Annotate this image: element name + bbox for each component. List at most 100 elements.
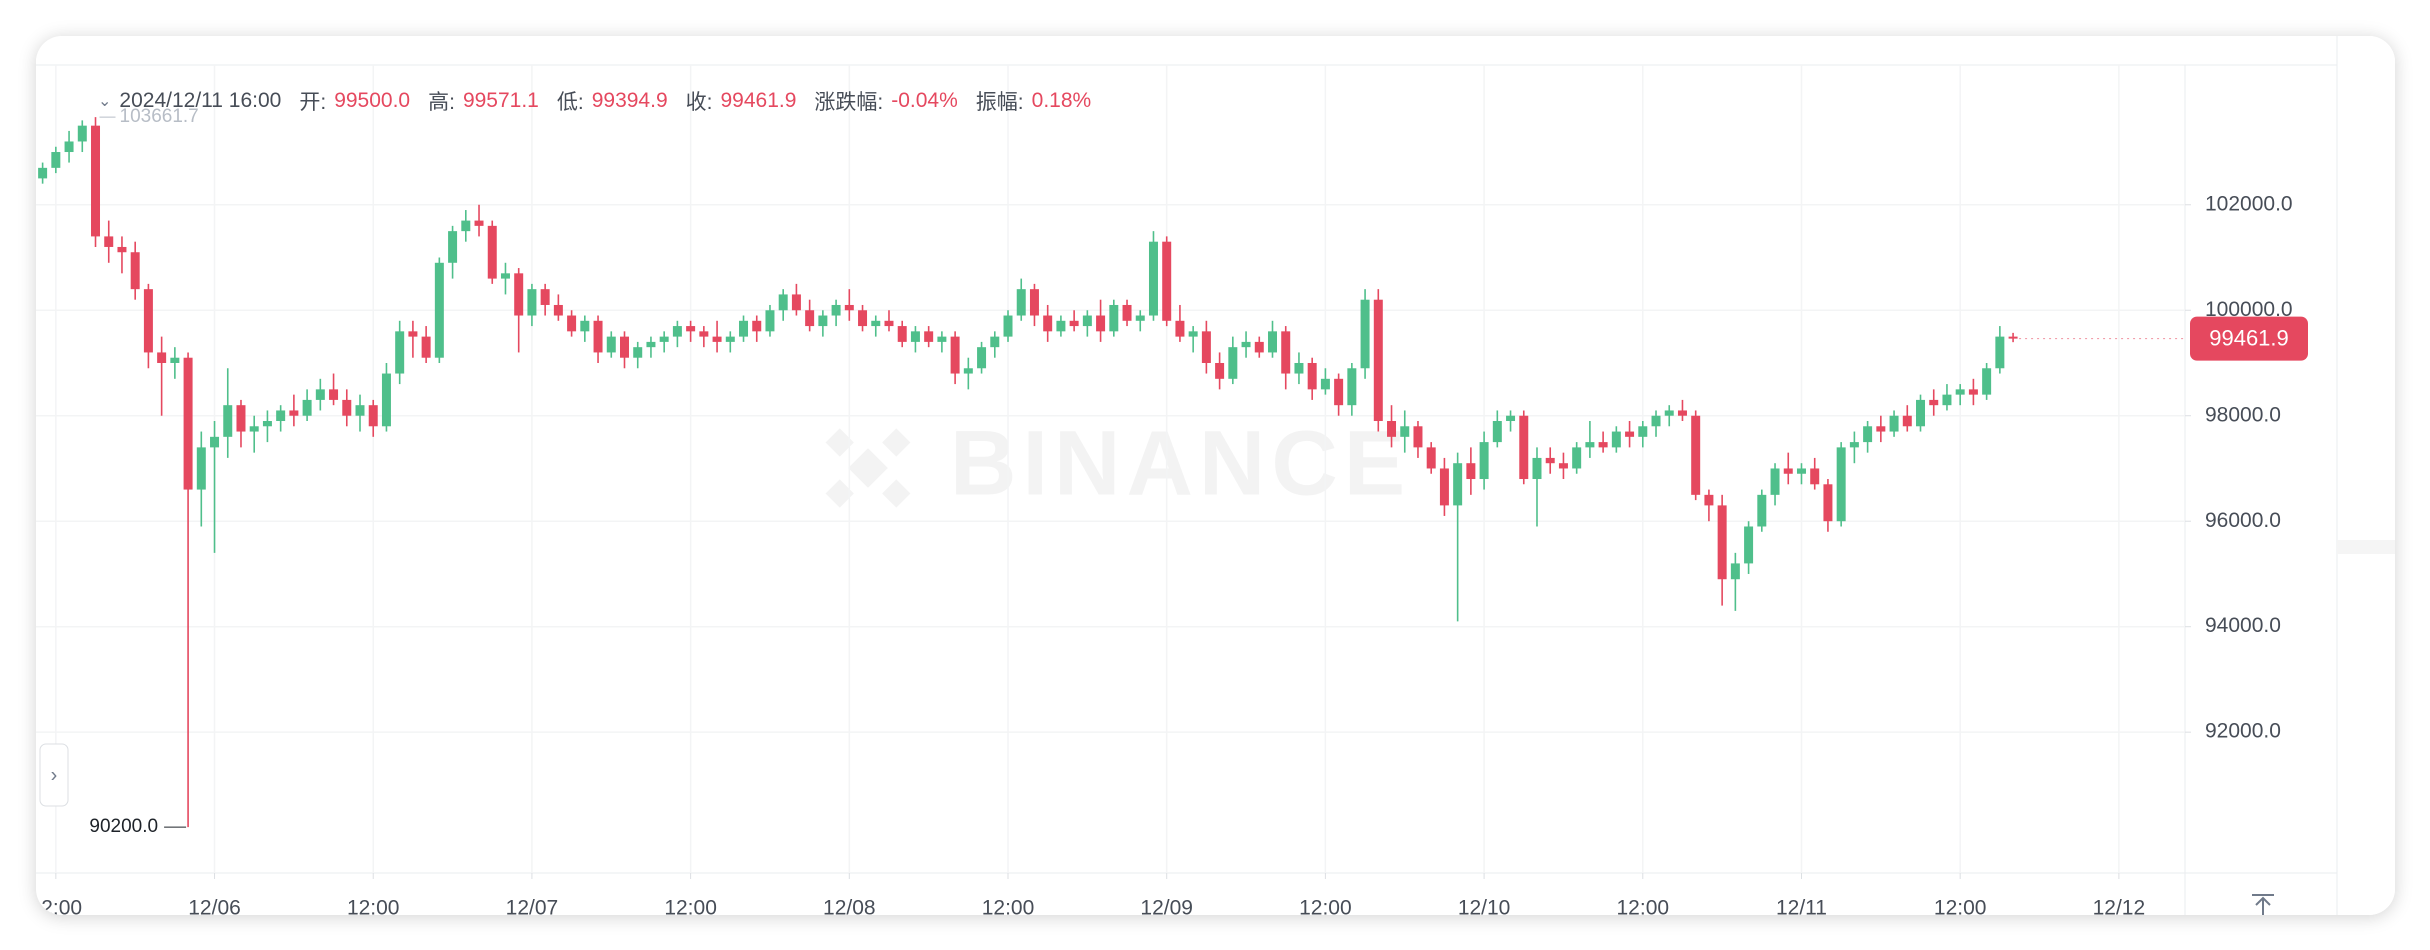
candle-body [1691, 415, 1701, 495]
candle-body [1611, 431, 1621, 448]
candle-body [1016, 289, 1026, 316]
header-field-value: 0.18% [1031, 89, 1092, 112]
candle-body [315, 389, 325, 400]
candle-body [1770, 468, 1780, 495]
candle-body [1783, 468, 1793, 474]
candle-body [51, 152, 61, 168]
candle-body [1281, 331, 1291, 374]
header-time: 2024/12/11 16:00 [119, 89, 282, 112]
candle-body [553, 304, 563, 316]
candle-body [1955, 389, 1965, 395]
candle-body [143, 289, 153, 353]
y-tick-label: 102000.0 [2205, 192, 2293, 215]
x-tick-label: 12:00 [664, 897, 717, 915]
candle-body [791, 294, 801, 311]
candle-body [1466, 463, 1476, 480]
candle-body [77, 125, 87, 142]
candle-body [818, 315, 828, 327]
candle-body [1148, 241, 1158, 316]
candle-body [752, 320, 762, 332]
candle-body [871, 320, 881, 327]
candle-body [1532, 457, 1542, 480]
candle-body [1744, 526, 1754, 564]
candle-body [1638, 426, 1648, 437]
y-tick-label: 94000.0 [2205, 614, 2281, 637]
candle-body [672, 326, 682, 337]
candle-body [1400, 426, 1410, 437]
candle-body [924, 331, 934, 342]
candle-body [858, 310, 868, 327]
candle-body [633, 347, 643, 358]
header-field-value: 99394.9 [591, 89, 668, 112]
x-tick-label: 12/12 [2093, 897, 2146, 915]
candle-body [778, 294, 788, 311]
y-tick-label: 92000.0 [2205, 720, 2281, 743]
candle-body [1863, 426, 1873, 443]
candle-body [1677, 410, 1687, 416]
candle-body [1916, 399, 1926, 427]
candle-body [739, 320, 749, 337]
candle-body [963, 368, 973, 374]
candle-body [355, 405, 365, 416]
expand-icon: › [51, 764, 58, 786]
candle-body [1929, 399, 1939, 406]
candle-body [1717, 505, 1727, 580]
candle-body [130, 252, 140, 290]
candle-body [289, 410, 299, 416]
candle-body [580, 320, 590, 332]
candle-body [1492, 421, 1502, 443]
x-tick-label: 12/07 [506, 897, 559, 915]
candle-body [262, 421, 272, 427]
watermark-logo [825, 428, 911, 508]
header-field-value: 99500.0 [334, 89, 411, 112]
candle-body [170, 357, 180, 363]
candle-body [659, 336, 669, 342]
candle-body [1585, 442, 1595, 448]
scroll-to-end-icon[interactable] [2252, 894, 2274, 915]
candle-body [606, 336, 616, 353]
candle-body [1810, 468, 1820, 485]
header-field-value: 99461.9 [720, 89, 797, 112]
candle-body [1836, 447, 1846, 522]
candle-body [474, 220, 484, 226]
header-field-value: -0.04% [891, 89, 958, 112]
x-tick-label: 12/10 [1458, 897, 1511, 915]
candle-body [1823, 484, 1833, 522]
y-tick-label: 100000.0 [2205, 298, 2293, 321]
x-tick-label: 12/08 [823, 897, 876, 915]
candle-body [619, 336, 629, 358]
x-tick-label: 12:00 [347, 897, 400, 915]
watermark-text: BINANCE [950, 412, 1411, 514]
x-tick-label: 12:00 [1617, 897, 1670, 915]
candle-body [1902, 415, 1912, 427]
candle-body [1982, 368, 1992, 395]
side-panel [2337, 36, 2395, 915]
candle-body [1651, 415, 1661, 427]
candle-body [157, 352, 167, 363]
candle-body [2008, 336, 2018, 339]
candle-body [1519, 415, 1529, 480]
x-tick-label: 12:00 [1299, 897, 1352, 915]
candle-body [514, 273, 524, 316]
candle-body [302, 399, 312, 416]
candle-body [1096, 315, 1106, 332]
expand-button[interactable] [39, 743, 69, 807]
candle-body [1320, 378, 1330, 390]
header-field-label: 振幅: [975, 91, 1024, 114]
candle-body [831, 304, 841, 316]
candle-body [381, 373, 391, 427]
candle-body [223, 405, 233, 437]
candle-body [210, 436, 220, 448]
header-field-label: 开: [299, 91, 327, 114]
candle-body [1849, 442, 1859, 448]
candle-body [1188, 331, 1198, 337]
candle-body [540, 289, 550, 305]
candle-body [686, 326, 696, 332]
candle-body [236, 405, 246, 432]
candle-body [117, 246, 127, 253]
candle-body [910, 331, 920, 342]
candle-body [1730, 563, 1740, 580]
candle-body [1082, 315, 1092, 327]
collapse-icon[interactable]: ⌄ [98, 93, 112, 110]
candle-body [1056, 320, 1066, 332]
